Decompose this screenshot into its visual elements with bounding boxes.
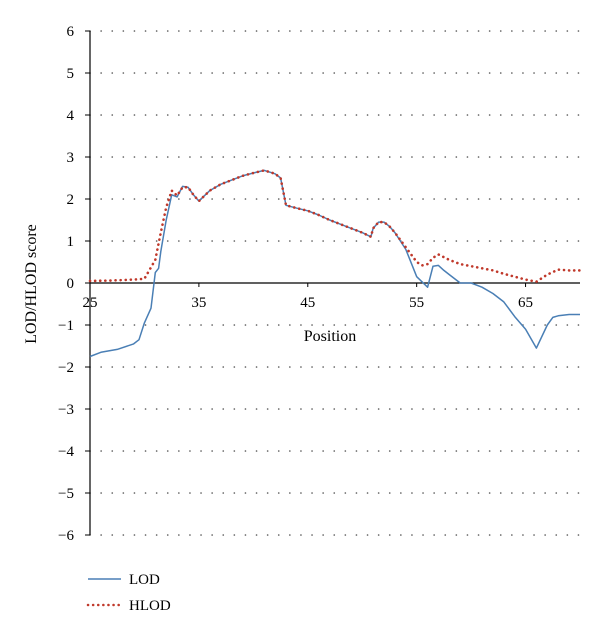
y-tick-label: 2	[67, 192, 75, 208]
y-tick-label: −2	[58, 360, 74, 376]
y-tick-label: 3	[67, 150, 75, 166]
legend-label-lod: LOD	[129, 572, 160, 588]
x-axis-label: Position	[304, 328, 356, 345]
y-tick-label: 4	[67, 108, 75, 124]
series-line-lod	[89, 169, 580, 358]
y-tick-label: 0	[67, 276, 75, 292]
x-tick-label: 35	[191, 295, 206, 311]
y-tick-label: −3	[58, 402, 74, 418]
y-tick-label: 1	[67, 234, 75, 250]
y-axis-label: LOD/HLOD score	[23, 224, 40, 344]
x-tick-label: 25	[83, 295, 98, 311]
series-line-hlod	[88, 169, 582, 284]
legend-label-hlod: HLOD	[129, 598, 171, 614]
legend: LOD HLOD	[86, 572, 171, 614]
axes	[85, 30, 580, 536]
series-layer	[88, 169, 582, 358]
grid	[89, 30, 581, 536]
y-tick-label: 6	[67, 24, 75, 40]
y-tick-label: −1	[58, 318, 74, 334]
y-tick-label: −6	[58, 528, 74, 544]
x-tick-label: 55	[409, 295, 424, 311]
y-tick-label: −5	[58, 486, 74, 502]
y-tick-label: −4	[58, 444, 74, 460]
x-tick-label: 65	[518, 295, 533, 311]
x-tick-label: 45	[300, 295, 315, 311]
y-tick-label: 5	[67, 66, 75, 82]
